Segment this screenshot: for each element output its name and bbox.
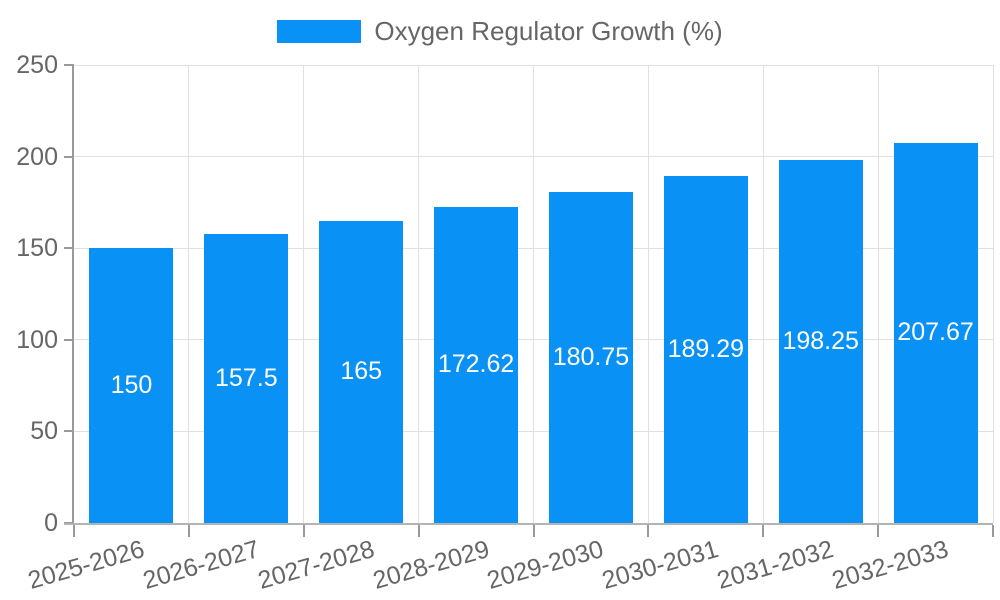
y-axis-tick bbox=[64, 430, 74, 433]
gridline-vertical bbox=[533, 65, 534, 523]
gridline-vertical bbox=[418, 65, 420, 523]
x-axis-label: 2029-2030 bbox=[484, 534, 607, 595]
bar-value-label: 165 bbox=[340, 357, 383, 386]
bar-value-label: 198.25 bbox=[782, 326, 859, 355]
x-axis-tick bbox=[992, 525, 994, 537]
legend: Oxygen Regulator Growth (%) bbox=[0, 17, 1000, 45]
bar[interactable]: 180.75 bbox=[548, 191, 633, 523]
bar-value-label: 207.67 bbox=[897, 318, 974, 347]
y-axis-label: 0 bbox=[44, 509, 58, 537]
gridline-vertical bbox=[647, 65, 649, 523]
x-axis-tick bbox=[647, 525, 650, 537]
gridline-vertical bbox=[877, 65, 879, 523]
bar[interactable]: 172.62 bbox=[434, 206, 519, 523]
gridline-vertical bbox=[303, 65, 305, 523]
x-axis-tick bbox=[302, 525, 305, 537]
bar-value-label: 157.5 bbox=[215, 364, 278, 393]
y-axis-label: 50 bbox=[30, 417, 58, 446]
x-axis-label: 2028-2029 bbox=[369, 534, 493, 595]
bar-value-label: 172.62 bbox=[437, 350, 515, 379]
x-axis-label: 2030-2031 bbox=[599, 534, 722, 595]
x-axis-tick bbox=[417, 525, 420, 537]
x-axis-line bbox=[64, 523, 993, 525]
x-axis-label: 2027-2028 bbox=[254, 534, 378, 595]
y-axis-tick bbox=[64, 64, 74, 66]
x-axis-label: 2025-2026 bbox=[24, 534, 148, 595]
x-axis-tick bbox=[532, 525, 535, 537]
y-axis-tick bbox=[64, 247, 74, 250]
x-axis-tick bbox=[187, 525, 190, 537]
bar[interactable]: 198.25 bbox=[778, 159, 863, 523]
x-axis-tick bbox=[73, 525, 75, 537]
gridline-vertical bbox=[992, 65, 994, 523]
bar-value-label: 189.29 bbox=[667, 335, 745, 364]
y-axis-tick bbox=[64, 155, 74, 158]
y-axis-tick bbox=[64, 338, 74, 341]
y-axis-label: 250 bbox=[16, 51, 58, 79]
y-axis-label: 150 bbox=[16, 234, 58, 263]
bar-value-label: 150 bbox=[110, 371, 153, 400]
gridline-vertical bbox=[762, 65, 764, 523]
legend-label: Oxygen Regulator Growth (%) bbox=[374, 16, 723, 46]
x-axis-label: 2026-2027 bbox=[139, 534, 263, 595]
bar[interactable]: 150 bbox=[89, 248, 174, 523]
bar-value-label: 180.75 bbox=[552, 342, 630, 371]
x-axis-label: 2031-2032 bbox=[714, 534, 837, 595]
y-axis-label: 200 bbox=[16, 142, 58, 171]
legend-swatch bbox=[277, 19, 362, 43]
x-axis-tick bbox=[877, 525, 880, 537]
x-axis-tick bbox=[762, 525, 765, 537]
bar[interactable]: 157.5 bbox=[204, 234, 289, 523]
y-axis-label: 100 bbox=[16, 325, 58, 354]
gridline-vertical bbox=[188, 65, 190, 523]
y-axis-line bbox=[72, 65, 74, 525]
bar[interactable]: 207.67 bbox=[893, 142, 978, 523]
bar[interactable]: 189.29 bbox=[663, 176, 748, 523]
bar[interactable]: 165 bbox=[319, 220, 404, 523]
x-axis-label: 2032-2033 bbox=[828, 534, 952, 595]
